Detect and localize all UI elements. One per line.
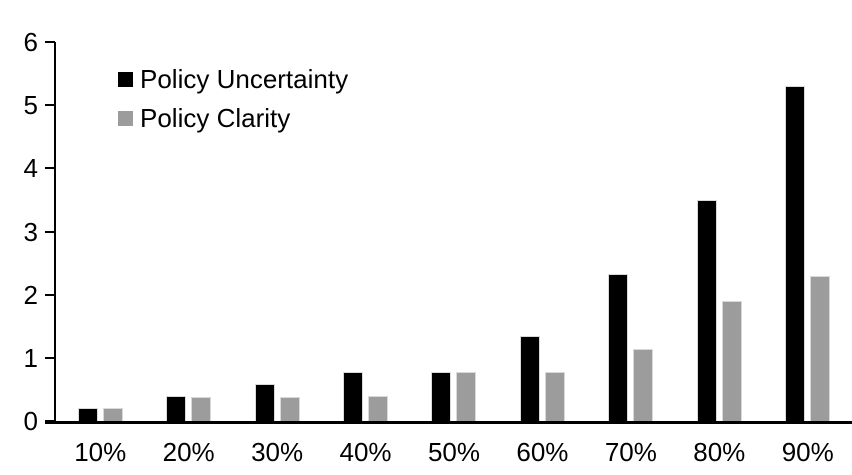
bar-policy-uncertainty xyxy=(608,273,629,421)
x-axis-tick-label: 80% xyxy=(693,437,746,467)
y-axis-tick-label: 0 xyxy=(23,406,38,436)
bar-policy-clarity xyxy=(810,275,831,421)
bar-group xyxy=(321,372,409,421)
bar-policy-uncertainty xyxy=(519,336,540,421)
bar-policy-clarity xyxy=(633,349,654,421)
y-axis-tick xyxy=(45,41,55,43)
x-axis-tick-label: 20% xyxy=(162,437,215,467)
y-axis-tick-label: 2 xyxy=(23,279,38,310)
bar-policy-uncertainty xyxy=(254,384,275,421)
x-axis-tick-label: 60% xyxy=(516,437,569,467)
x-axis-tick-label: 30% xyxy=(251,437,304,467)
bar-policy-uncertainty xyxy=(696,199,717,421)
bar-policy-clarity xyxy=(544,372,565,421)
y-axis-tick-label: 1 xyxy=(23,342,38,373)
x-axis-tick-label: 10% xyxy=(74,437,127,467)
legend-label-policy-clarity: Policy Clarity xyxy=(140,103,291,133)
x-axis-tick-label: 70% xyxy=(604,437,657,467)
bar-policy-uncertainty xyxy=(431,371,452,421)
y-axis-tick-label: 3 xyxy=(23,216,38,247)
y-axis-tick xyxy=(45,230,55,233)
bar-policy-uncertainty xyxy=(166,395,187,421)
bar-group xyxy=(144,395,232,421)
bar-policy-clarity xyxy=(368,396,389,421)
y-axis-tick xyxy=(45,104,55,107)
bar-group xyxy=(764,86,852,421)
y-axis-tick-label: 6 xyxy=(23,27,38,57)
x-axis-tick-label: 50% xyxy=(427,437,480,467)
bar-group xyxy=(587,273,675,421)
legend: Policy Uncertainty Policy Clarity xyxy=(118,64,348,134)
bar-policy-clarity xyxy=(721,300,742,421)
y-axis-tick xyxy=(45,167,55,170)
x-axis-tick-label: 40% xyxy=(339,437,392,467)
y-axis-tick-label: 5 xyxy=(23,90,38,121)
legend-label-policy-uncertainty: Policy Uncertainty xyxy=(140,64,349,94)
y-axis-tick xyxy=(45,293,55,296)
bar-group xyxy=(498,336,586,421)
legend-item-policy-clarity: Policy Clarity xyxy=(118,103,348,134)
legend-swatch-policy-uncertainty xyxy=(118,72,133,87)
bar-group xyxy=(410,371,498,421)
bar-group xyxy=(233,384,321,421)
y-axis-line xyxy=(54,42,56,423)
bar-policy-uncertainty xyxy=(785,86,806,421)
y-axis-tick-label: 4 xyxy=(23,153,38,184)
plot-area xyxy=(56,42,852,421)
y-axis-tick xyxy=(45,356,55,359)
x-axis-tick-label: 90% xyxy=(781,437,834,467)
bar-policy-uncertainty xyxy=(77,408,98,421)
x-axis-labels: 10% 20% 30% 40% 50% 60% 70% 80% 90% xyxy=(56,437,852,467)
legend-swatch-policy-clarity xyxy=(118,111,133,126)
bar-group xyxy=(56,408,144,421)
bar-policy-clarity xyxy=(191,397,212,421)
legend-item-policy-uncertainty: Policy Uncertainty xyxy=(118,64,348,95)
bar-policy-clarity xyxy=(102,408,123,421)
x-axis-line xyxy=(45,421,852,424)
bar-policy-clarity xyxy=(279,397,300,421)
bar-policy-clarity xyxy=(456,372,477,421)
bar-group xyxy=(675,199,763,421)
bar-policy-uncertainty xyxy=(343,372,364,421)
